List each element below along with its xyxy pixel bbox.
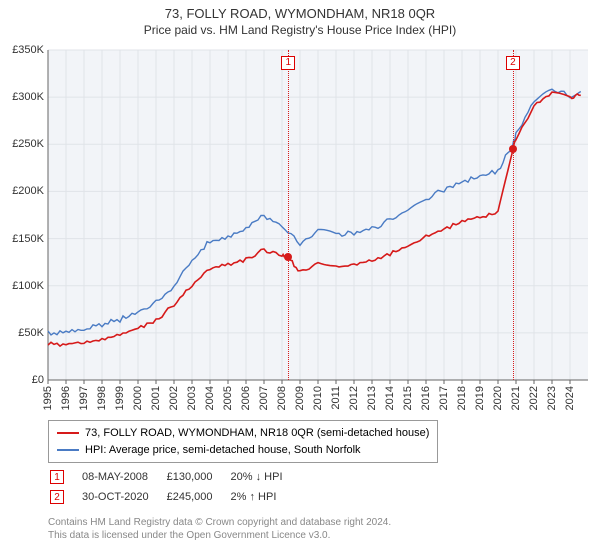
xtick-label: 2000: [132, 386, 144, 410]
event-date: 08-MAY-2008: [82, 468, 165, 486]
footnote-line2: This data is licensed under the Open Gov…: [48, 529, 391, 542]
xtick-label: 1995: [42, 386, 54, 410]
footnote: Contains HM Land Registry data © Crown c…: [48, 516, 391, 542]
legend-label: 73, FOLLY ROAD, WYMONDHAM, NR18 0QR (sem…: [85, 425, 429, 442]
ytick-label: £350K: [4, 44, 44, 56]
event-flag: 1: [281, 52, 295, 70]
ytick-label: £300K: [4, 91, 44, 103]
xtick-label: 2017: [438, 386, 450, 410]
xtick-label: 2002: [168, 386, 180, 410]
event-delta: 2% ↑ HPI: [231, 488, 299, 506]
ytick-label: £100K: [4, 280, 44, 292]
legend-row: 73, FOLLY ROAD, WYMONDHAM, NR18 0QR (sem…: [57, 425, 429, 442]
xtick-label: 2010: [312, 386, 324, 410]
ytick-label: £200K: [4, 185, 44, 197]
xtick-label: 2018: [456, 386, 468, 410]
footnote-line1: Contains HM Land Registry data © Crown c…: [48, 516, 391, 529]
xtick-label: 2006: [240, 386, 252, 410]
xtick-label: 2022: [528, 386, 540, 410]
event-flag-number: 1: [281, 56, 295, 70]
xtick-label: 1998: [96, 386, 108, 410]
xtick-label: 2011: [330, 386, 342, 410]
xtick-label: 2021: [510, 386, 522, 410]
event-price: £130,000: [167, 468, 229, 486]
xtick-label: 1997: [78, 386, 90, 410]
event-flag: 2: [506, 52, 520, 70]
xtick-label: 2019: [474, 386, 486, 410]
xtick-label: 2005: [222, 386, 234, 410]
xtick-label: 2003: [186, 386, 198, 410]
xtick-label: 2014: [384, 386, 396, 410]
xtick-label: 1996: [60, 386, 72, 410]
ytick-label: £50K: [4, 327, 44, 339]
ytick-label: £0: [4, 374, 44, 386]
event-line: [288, 50, 289, 380]
xtick-label: 2020: [492, 386, 504, 410]
legend-row: HPI: Average price, semi-detached house,…: [57, 442, 429, 459]
ytick-label: £250K: [4, 138, 44, 150]
xtick-label: 2012: [348, 386, 360, 410]
xtick-label: 1999: [114, 386, 126, 410]
legend-swatch: [57, 432, 79, 434]
legend-label: HPI: Average price, semi-detached house,…: [85, 442, 361, 459]
event-flag-number: 2: [506, 56, 520, 70]
event-point: [284, 253, 292, 261]
event-date: 30-OCT-2020: [82, 488, 165, 506]
table-row: 1 08-MAY-2008£130,00020% ↓ HPI: [50, 468, 299, 486]
event-point: [509, 145, 517, 153]
xtick-label: 2015: [402, 386, 414, 410]
xtick-label: 2024: [564, 386, 576, 410]
event-id-icon: 2: [50, 490, 64, 504]
xtick-label: 2007: [258, 386, 270, 410]
xtick-label: 2009: [294, 386, 306, 410]
xtick-label: 2013: [366, 386, 378, 410]
xtick-label: 2004: [204, 386, 216, 410]
xtick-label: 2001: [150, 386, 162, 410]
event-line: [513, 50, 514, 380]
table-row: 2 30-OCT-2020£245,0002% ↑ HPI: [50, 488, 299, 506]
event-price: £245,000: [167, 488, 229, 506]
xtick-label: 2008: [276, 386, 288, 410]
event-data-table: 1 08-MAY-2008£130,00020% ↓ HPI 2 30-OCT-202…: [48, 466, 301, 508]
legend: 73, FOLLY ROAD, WYMONDHAM, NR18 0QR (sem…: [48, 420, 438, 463]
event-id-icon: 1: [50, 470, 64, 484]
ytick-label: £150K: [4, 233, 44, 245]
xtick-label: 2023: [546, 386, 558, 410]
legend-swatch: [57, 449, 79, 451]
event-delta: 20% ↓ HPI: [231, 468, 299, 486]
xtick-label: 2016: [420, 386, 432, 410]
